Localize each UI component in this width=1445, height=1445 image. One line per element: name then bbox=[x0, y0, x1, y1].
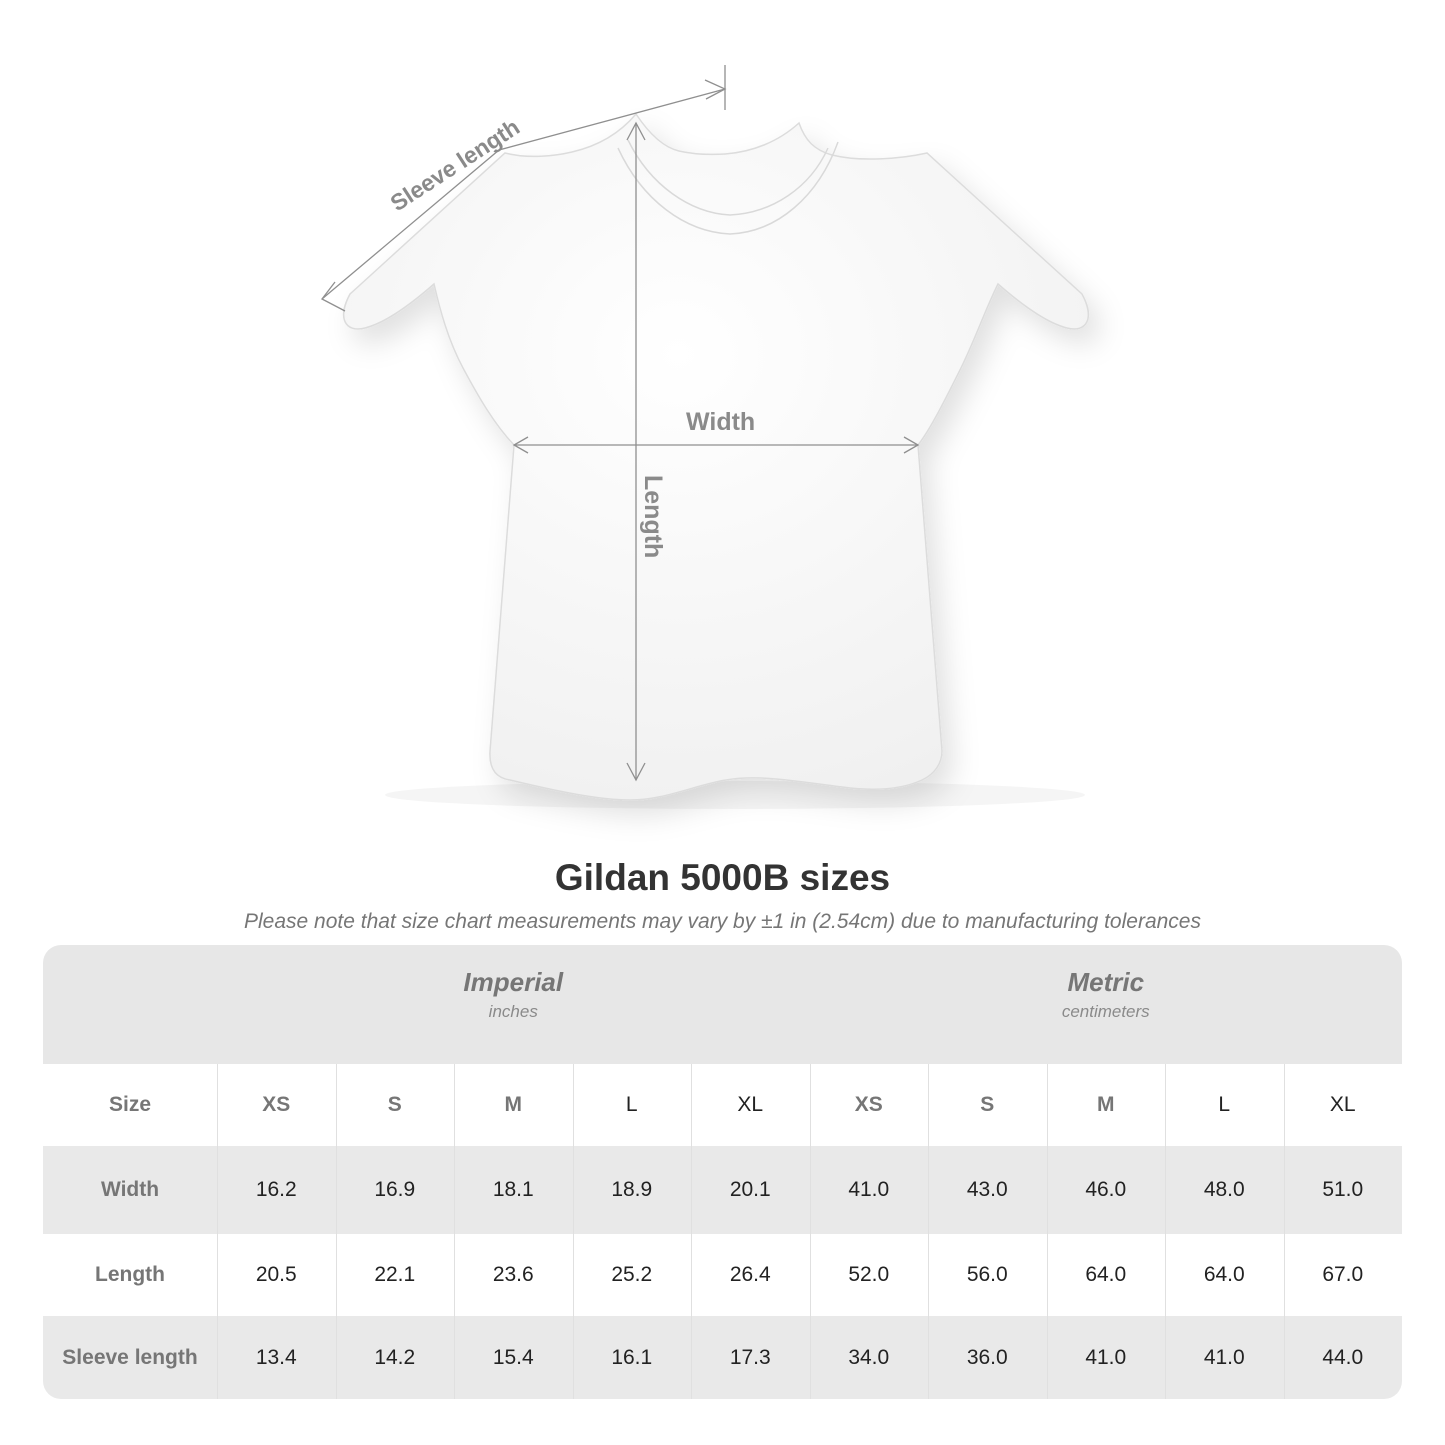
svg-text:Length: Length bbox=[639, 475, 667, 558]
svg-text:Width: Width bbox=[686, 408, 755, 436]
